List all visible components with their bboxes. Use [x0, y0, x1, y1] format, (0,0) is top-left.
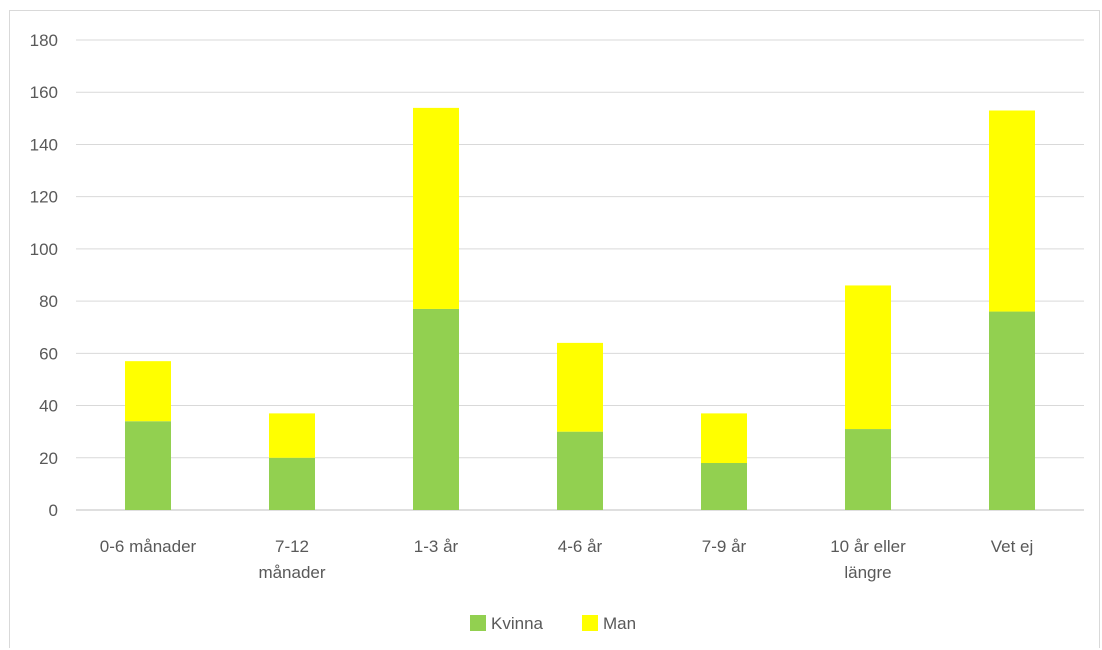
- bar-man: [413, 107, 459, 309]
- legend-swatch-kvinna: [470, 615, 486, 631]
- bar-man: [125, 361, 171, 422]
- bar-man: [557, 342, 603, 432]
- y-tick-label: 40: [39, 397, 58, 416]
- bar-kvinna: [845, 429, 891, 510]
- y-axis: 0 20 40 60 80 100 120 140 160 180: [30, 31, 58, 520]
- x-tick-label: längre: [844, 563, 891, 582]
- x-tick-label: 7-12: [275, 537, 309, 556]
- bar-kvinna: [269, 457, 315, 510]
- y-tick-label: 0: [49, 501, 58, 520]
- bar-man: [989, 110, 1035, 312]
- x-tick-label: 10 år eller: [830, 537, 906, 556]
- bar-kvinna: [557, 431, 603, 510]
- legend: Kvinna Man: [470, 614, 636, 633]
- y-tick-label: 60: [39, 344, 58, 363]
- bar-kvinna: [413, 308, 459, 510]
- bar-kvinna: [125, 421, 171, 510]
- x-tick-label: månader: [258, 563, 325, 582]
- x-tick-label: 1-3 år: [414, 537, 459, 556]
- x-tick-label: 7-9 år: [702, 537, 747, 556]
- y-tick-label: 20: [39, 449, 58, 468]
- bar-kvinna: [989, 311, 1035, 510]
- bar-man: [845, 285, 891, 430]
- y-tick-label: 180: [30, 31, 58, 50]
- bar-kvinna: [701, 463, 747, 510]
- bar-man: [269, 413, 315, 458]
- legend-swatch-man: [582, 615, 598, 631]
- y-tick-label: 120: [30, 188, 58, 207]
- x-tick-label: 0-6 månader: [100, 537, 197, 556]
- x-axis: 0-6 månader 7-12 månader 1-3 år 4-6 år 7-9 år…: [100, 537, 1033, 582]
- legend-label-man: Man: [603, 614, 636, 633]
- y-tick-label: 100: [30, 240, 58, 259]
- y-tick-label: 160: [30, 83, 58, 102]
- bars: [125, 107, 1035, 510]
- legend-label-kvinna: Kvinna: [491, 614, 544, 633]
- y-tick-label: 80: [39, 292, 58, 311]
- x-tick-label: Vet ej: [991, 537, 1034, 556]
- bar-man: [701, 413, 747, 463]
- chart-frame: [9, 10, 1100, 648]
- y-tick-label: 140: [30, 135, 58, 154]
- x-tick-label: 4-6 år: [558, 537, 603, 556]
